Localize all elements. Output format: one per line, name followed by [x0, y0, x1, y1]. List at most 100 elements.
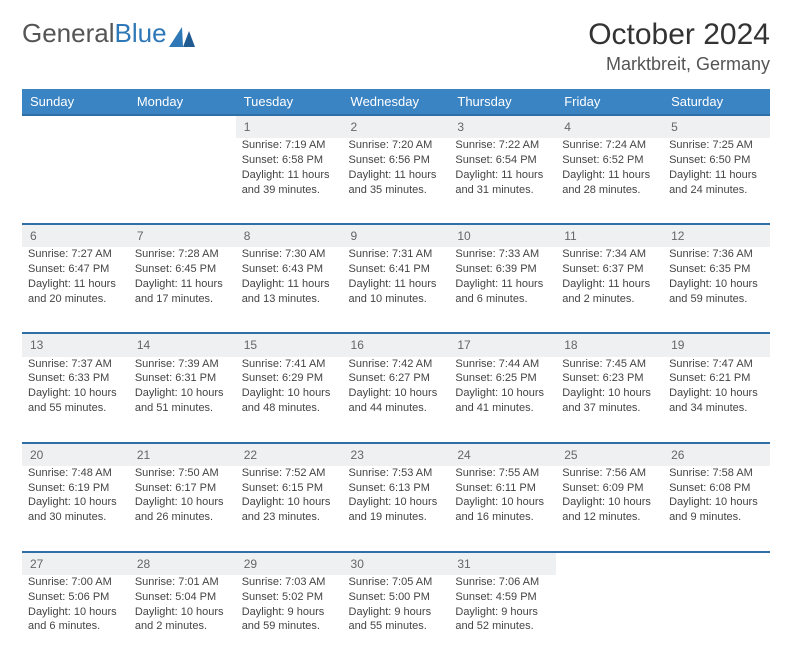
- day-number: 2: [343, 115, 450, 138]
- day-cell: Sunrise: 7:55 AMSunset: 6:11 PMDaylight:…: [449, 466, 556, 552]
- day-cell: Sunrise: 7:31 AMSunset: 6:41 PMDaylight:…: [343, 247, 450, 333]
- day-cell: Sunrise: 7:28 AMSunset: 6:45 PMDaylight:…: [129, 247, 236, 333]
- day-details: Sunrise: 7:31 AMSunset: 6:41 PMDaylight:…: [349, 247, 444, 306]
- day-details: Sunrise: 7:20 AMSunset: 6:56 PMDaylight:…: [349, 138, 444, 197]
- day-cell: Sunrise: 7:27 AMSunset: 6:47 PMDaylight:…: [22, 247, 129, 333]
- location: Marktbreit, Germany: [588, 54, 770, 75]
- day-details: Sunrise: 7:56 AMSunset: 6:09 PMDaylight:…: [562, 466, 657, 525]
- day-number: 18: [556, 333, 663, 356]
- day-body-row: Sunrise: 7:37 AMSunset: 6:33 PMDaylight:…: [22, 357, 770, 443]
- day-number: 27: [22, 552, 129, 575]
- day-cell: Sunrise: 7:05 AMSunset: 5:00 PMDaylight:…: [343, 575, 450, 661]
- day-number: 15: [236, 333, 343, 356]
- title-block: October 2024 Marktbreit, Germany: [588, 18, 770, 75]
- day-number: [129, 115, 236, 138]
- day-body-row: Sunrise: 7:48 AMSunset: 6:19 PMDaylight:…: [22, 466, 770, 552]
- weekday-header: Wednesday: [343, 89, 450, 115]
- day-number: 31: [449, 552, 556, 575]
- day-cell: Sunrise: 7:00 AMSunset: 5:06 PMDaylight:…: [22, 575, 129, 661]
- day-cell: Sunrise: 7:42 AMSunset: 6:27 PMDaylight:…: [343, 357, 450, 443]
- day-cell: Sunrise: 7:37 AMSunset: 6:33 PMDaylight:…: [22, 357, 129, 443]
- day-details: Sunrise: 7:47 AMSunset: 6:21 PMDaylight:…: [669, 357, 764, 416]
- day-cell: Sunrise: 7:50 AMSunset: 6:17 PMDaylight:…: [129, 466, 236, 552]
- day-details: Sunrise: 7:34 AMSunset: 6:37 PMDaylight:…: [562, 247, 657, 306]
- day-number: 20: [22, 443, 129, 466]
- weekday-header: Saturday: [663, 89, 770, 115]
- day-body-row: Sunrise: 7:19 AMSunset: 6:58 PMDaylight:…: [22, 138, 770, 224]
- day-cell: Sunrise: 7:47 AMSunset: 6:21 PMDaylight:…: [663, 357, 770, 443]
- day-cell: [129, 138, 236, 224]
- brand-part2: Blue: [115, 18, 167, 49]
- day-cell: [22, 138, 129, 224]
- header: GeneralBlue October 2024 Marktbreit, Ger…: [22, 18, 770, 75]
- weekday-header: Tuesday: [236, 89, 343, 115]
- logo-mark-icon: [169, 23, 195, 45]
- weekday-header: Monday: [129, 89, 236, 115]
- day-number-row: 13141516171819: [22, 333, 770, 356]
- day-cell: Sunrise: 7:36 AMSunset: 6:35 PMDaylight:…: [663, 247, 770, 333]
- day-number: 24: [449, 443, 556, 466]
- day-number: 21: [129, 443, 236, 466]
- day-number-row: 2728293031: [22, 552, 770, 575]
- weekday-header: Friday: [556, 89, 663, 115]
- day-details: Sunrise: 7:37 AMSunset: 6:33 PMDaylight:…: [28, 357, 123, 416]
- day-details: Sunrise: 7:24 AMSunset: 6:52 PMDaylight:…: [562, 138, 657, 197]
- day-number-row: 6789101112: [22, 224, 770, 247]
- day-number: 4: [556, 115, 663, 138]
- day-cell: [556, 575, 663, 661]
- day-details: Sunrise: 7:42 AMSunset: 6:27 PMDaylight:…: [349, 357, 444, 416]
- day-number: 9: [343, 224, 450, 247]
- day-details: Sunrise: 7:39 AMSunset: 6:31 PMDaylight:…: [135, 357, 230, 416]
- day-details: Sunrise: 7:05 AMSunset: 5:00 PMDaylight:…: [349, 575, 444, 634]
- day-details: Sunrise: 7:58 AMSunset: 6:08 PMDaylight:…: [669, 466, 764, 525]
- day-number: 25: [556, 443, 663, 466]
- day-details: Sunrise: 7:52 AMSunset: 6:15 PMDaylight:…: [242, 466, 337, 525]
- day-number: 1: [236, 115, 343, 138]
- day-cell: Sunrise: 7:22 AMSunset: 6:54 PMDaylight:…: [449, 138, 556, 224]
- day-number: 11: [556, 224, 663, 247]
- day-cell: Sunrise: 7:01 AMSunset: 5:04 PMDaylight:…: [129, 575, 236, 661]
- day-number-row: 20212223242526: [22, 443, 770, 466]
- brand-part1: General: [22, 18, 115, 49]
- weekday-header-row: SundayMondayTuesdayWednesdayThursdayFrid…: [22, 89, 770, 115]
- day-cell: Sunrise: 7:03 AMSunset: 5:02 PMDaylight:…: [236, 575, 343, 661]
- day-details: Sunrise: 7:25 AMSunset: 6:50 PMDaylight:…: [669, 138, 764, 197]
- day-details: Sunrise: 7:00 AMSunset: 5:06 PMDaylight:…: [28, 575, 123, 634]
- day-number: 14: [129, 333, 236, 356]
- day-details: Sunrise: 7:50 AMSunset: 6:17 PMDaylight:…: [135, 466, 230, 525]
- day-cell: Sunrise: 7:53 AMSunset: 6:13 PMDaylight:…: [343, 466, 450, 552]
- day-details: Sunrise: 7:30 AMSunset: 6:43 PMDaylight:…: [242, 247, 337, 306]
- day-cell: Sunrise: 7:48 AMSunset: 6:19 PMDaylight:…: [22, 466, 129, 552]
- day-number-row: 12345: [22, 115, 770, 138]
- day-number: 12: [663, 224, 770, 247]
- day-cell: Sunrise: 7:34 AMSunset: 6:37 PMDaylight:…: [556, 247, 663, 333]
- day-cell: Sunrise: 7:06 AMSunset: 4:59 PMDaylight:…: [449, 575, 556, 661]
- day-body-row: Sunrise: 7:27 AMSunset: 6:47 PMDaylight:…: [22, 247, 770, 333]
- day-number: 5: [663, 115, 770, 138]
- day-number: [663, 552, 770, 575]
- day-details: Sunrise: 7:19 AMSunset: 6:58 PMDaylight:…: [242, 138, 337, 197]
- day-details: Sunrise: 7:44 AMSunset: 6:25 PMDaylight:…: [455, 357, 550, 416]
- day-cell: Sunrise: 7:30 AMSunset: 6:43 PMDaylight:…: [236, 247, 343, 333]
- brand-logo: GeneralBlue: [22, 18, 195, 49]
- day-number: [22, 115, 129, 138]
- day-number: 19: [663, 333, 770, 356]
- day-number: 8: [236, 224, 343, 247]
- day-cell: Sunrise: 7:33 AMSunset: 6:39 PMDaylight:…: [449, 247, 556, 333]
- day-cell: Sunrise: 7:39 AMSunset: 6:31 PMDaylight:…: [129, 357, 236, 443]
- day-cell: Sunrise: 7:58 AMSunset: 6:08 PMDaylight:…: [663, 466, 770, 552]
- day-details: Sunrise: 7:28 AMSunset: 6:45 PMDaylight:…: [135, 247, 230, 306]
- day-cell: Sunrise: 7:25 AMSunset: 6:50 PMDaylight:…: [663, 138, 770, 224]
- day-number: 29: [236, 552, 343, 575]
- day-cell: Sunrise: 7:56 AMSunset: 6:09 PMDaylight:…: [556, 466, 663, 552]
- day-body-row: Sunrise: 7:00 AMSunset: 5:06 PMDaylight:…: [22, 575, 770, 661]
- day-number: 7: [129, 224, 236, 247]
- day-cell: Sunrise: 7:19 AMSunset: 6:58 PMDaylight:…: [236, 138, 343, 224]
- day-number: 23: [343, 443, 450, 466]
- day-details: Sunrise: 7:01 AMSunset: 5:04 PMDaylight:…: [135, 575, 230, 634]
- day-number: 10: [449, 224, 556, 247]
- day-cell: Sunrise: 7:44 AMSunset: 6:25 PMDaylight:…: [449, 357, 556, 443]
- day-number: 30: [343, 552, 450, 575]
- day-number: 16: [343, 333, 450, 356]
- day-details: Sunrise: 7:27 AMSunset: 6:47 PMDaylight:…: [28, 247, 123, 306]
